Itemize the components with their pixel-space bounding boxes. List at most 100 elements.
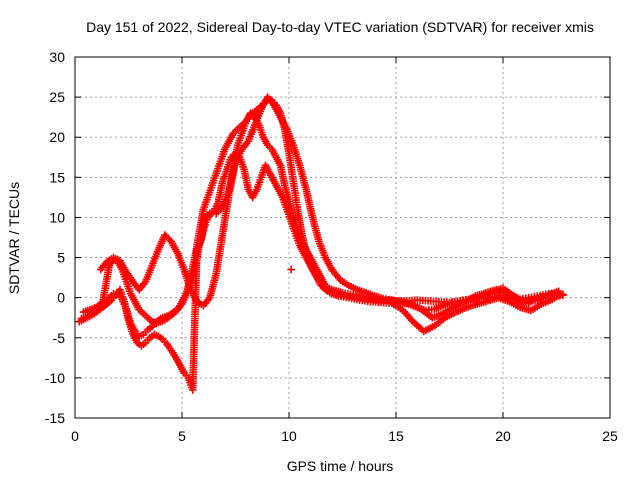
data-point: [258, 131, 267, 139]
data-point: [385, 295, 393, 304]
data-point: [427, 305, 436, 314]
data-point: [211, 171, 220, 180]
series-track-d: [96, 93, 567, 315]
data-point: [130, 295, 138, 304]
chart-title: Day 151 of 2022, Sidereal Day-to-day VTE…: [86, 19, 594, 35]
y-axis-label: SDTVAR / TECUs: [6, 182, 22, 294]
data-point: [218, 179, 226, 188]
axis-ticks: [74, 56, 611, 419]
y-tick-label: 25: [49, 89, 65, 105]
data-point: [204, 295, 213, 304]
data-point: [288, 139, 297, 147]
data-point: [284, 195, 293, 203]
data-point: [288, 211, 297, 219]
data-point: [140, 279, 148, 288]
data-point: [530, 292, 539, 301]
data-point: [124, 314, 132, 322]
data-point: [368, 291, 377, 300]
data-point: [322, 283, 331, 292]
data-point: [252, 187, 260, 196]
data-point: [287, 265, 295, 274]
data-point: [199, 207, 207, 216]
data-point: [84, 306, 92, 315]
data-point: [497, 285, 505, 293]
data-point: [96, 299, 105, 308]
data-point: [148, 332, 156, 340]
data-point: [114, 255, 122, 264]
y-tick-label: -5: [53, 330, 66, 346]
data-point: [101, 259, 110, 268]
plot-frame: [74, 56, 611, 419]
x-tick-label: 0: [71, 428, 79, 444]
data-point: [360, 288, 368, 296]
data-points: [75, 93, 567, 394]
data-point: [447, 304, 456, 313]
data-point: [137, 331, 146, 340]
data-point: [219, 199, 228, 208]
data-point: [242, 139, 251, 148]
data-point: [248, 111, 257, 119]
data-point: [109, 293, 118, 302]
data-point: [127, 275, 136, 284]
data-point: [182, 371, 191, 380]
data-point: [280, 179, 289, 187]
data-point: [137, 307, 146, 316]
data-point: [237, 147, 245, 156]
data-point: [268, 99, 277, 107]
data-point: [220, 147, 228, 156]
data-point: [181, 291, 190, 300]
data-point: [203, 195, 211, 204]
data-point: [393, 297, 402, 305]
data-point: [153, 248, 162, 256]
data-point: [146, 324, 154, 332]
data-point: [269, 175, 277, 184]
data-point: [171, 307, 180, 316]
data-point: [121, 265, 129, 274]
data-point: [172, 247, 181, 256]
y-tick-labels: -15 -10 -5 0 5 10 15 20 25 30: [45, 49, 65, 426]
data-point: [320, 251, 329, 260]
data-point: [505, 289, 514, 297]
data-point: [143, 336, 152, 344]
data-point: [139, 340, 148, 348]
data-point: [198, 227, 207, 236]
data-point: [167, 311, 176, 320]
y-tick-label: 30: [49, 49, 65, 65]
data-point: [335, 274, 343, 283]
data-point: [407, 316, 416, 324]
data-point: [194, 243, 203, 252]
data-point: [121, 275, 130, 284]
data-point: [428, 323, 437, 331]
y-tick-label: 5: [57, 250, 65, 266]
data-point: [179, 367, 187, 375]
data-point: [186, 283, 194, 292]
data-point: [437, 310, 445, 319]
data-point: [141, 311, 150, 320]
data-point: [207, 183, 215, 192]
data-point: [402, 299, 411, 308]
data-point: [281, 123, 290, 131]
data-point: [437, 302, 445, 311]
data-point: [213, 200, 222, 208]
data-point: [233, 143, 242, 152]
data-point: [105, 264, 113, 272]
data-point: [377, 294, 385, 302]
data-point: [90, 304, 99, 312]
data-point: [318, 275, 326, 284]
data-point: [224, 191, 233, 200]
y-tick-label: 10: [49, 209, 65, 225]
data-point: [330, 288, 338, 297]
data-point: [297, 235, 305, 243]
data-point: [146, 315, 154, 324]
data-point: [222, 167, 230, 176]
data-point: [152, 331, 161, 340]
data-point: [141, 328, 150, 336]
data-point: [147, 264, 155, 272]
data-point: [88, 310, 96, 319]
data-point: [396, 304, 405, 313]
data-point: [214, 207, 223, 216]
data-point: [170, 351, 178, 359]
data-point: [471, 300, 479, 309]
data-point: [231, 127, 240, 136]
data-point: [470, 294, 479, 303]
